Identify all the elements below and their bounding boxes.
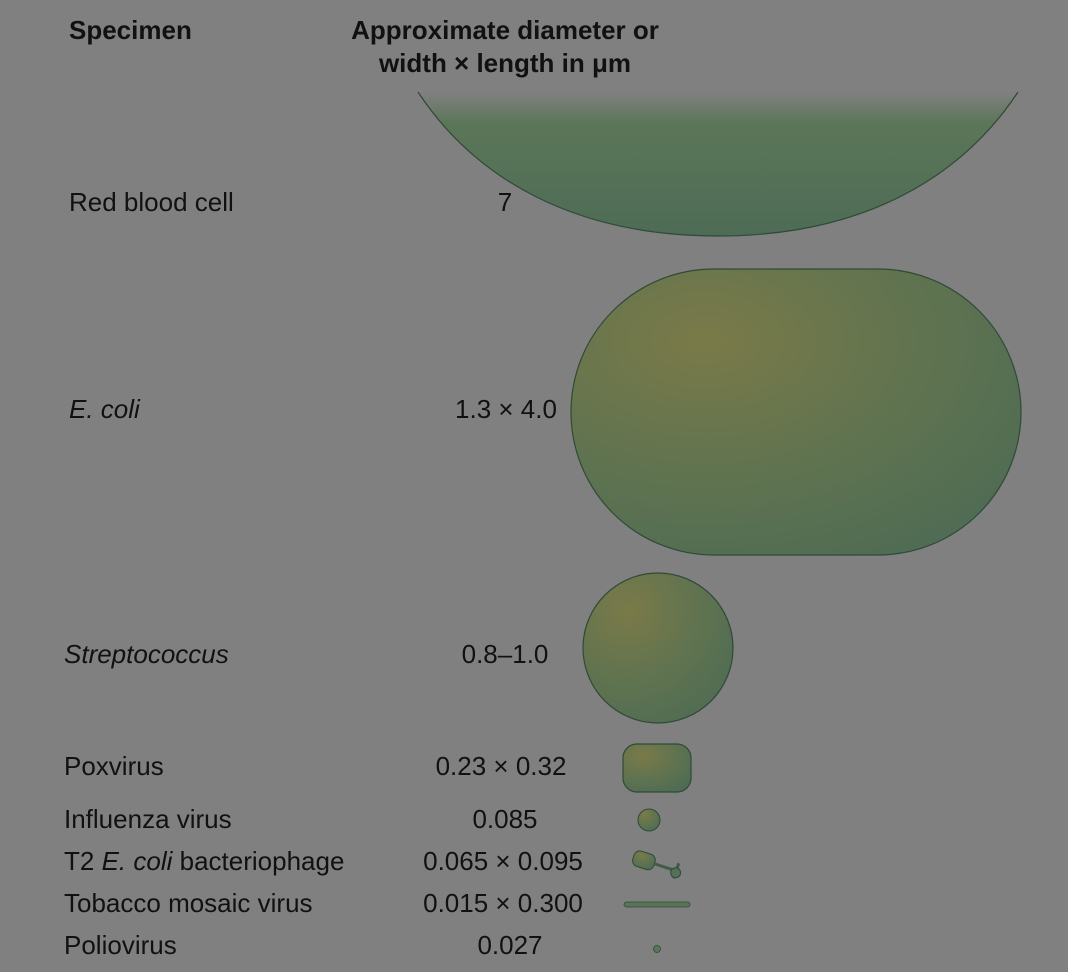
label-t2-suffix: bacteriophage <box>172 846 345 876</box>
poliovirus-shape <box>653 945 661 953</box>
specimen-header: Specimen <box>69 15 192 45</box>
value-poxvirus: 0.23 × 0.32 <box>435 751 567 781</box>
label-poxvirus: Poxvirus <box>64 751 164 781</box>
tobacco-mosaic-virus-shape <box>623 901 691 908</box>
bacteriophage-shape <box>632 850 682 879</box>
size-header: Approximate diameter or width × length i… <box>322 14 688 80</box>
value-influenza-virus: 0.085 <box>472 804 538 834</box>
rod-bacterium-shape <box>570 268 1022 556</box>
value-poliovirus: 0.027 <box>477 930 543 960</box>
red-blood-cell-shape <box>417 91 1019 237</box>
value-e-coli: 1.3 × 4.0 <box>455 394 557 424</box>
size-header-line1: Approximate diameter or <box>351 15 659 45</box>
label-t2-italic: E. coli <box>101 846 173 876</box>
value-streptococcus: 0.8–1.0 <box>461 639 549 669</box>
label-red-blood-cell: Red blood cell <box>69 187 234 217</box>
influenza-virus-shape <box>637 808 661 832</box>
value-red-blood-cell: 7 <box>497 187 513 217</box>
poxvirus-shape <box>622 743 692 793</box>
label-t2-bacteriophage: T2 E. coli bacteriophage <box>64 845 344 877</box>
value-tobacco-mosaic-virus: 0.015 × 0.300 <box>423 888 583 918</box>
label-e-coli: E. coli <box>69 394 140 424</box>
sphere-bacterium-shape <box>582 572 734 724</box>
label-t2-prefix: T2 <box>64 846 102 876</box>
value-t2-bacteriophage: 0.065 × 0.095 <box>423 846 583 876</box>
label-poliovirus: Poliovirus <box>64 930 177 960</box>
label-streptococcus: Streptococcus <box>64 639 229 669</box>
label-tobacco-mosaic-virus: Tobacco mosaic virus <box>64 888 313 918</box>
label-influenza-virus: Influenza virus <box>64 804 232 834</box>
size-header-line2: width × length in μm <box>378 48 632 78</box>
